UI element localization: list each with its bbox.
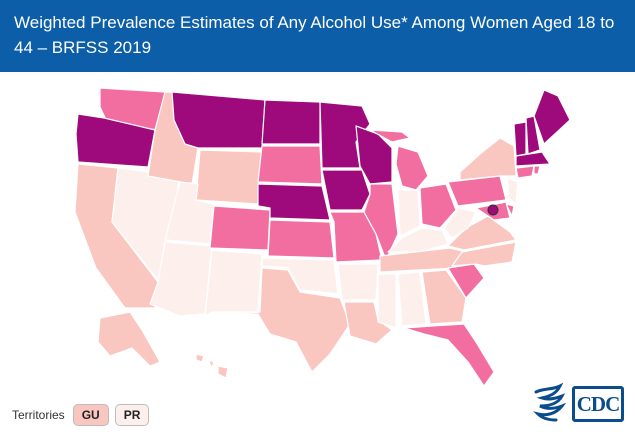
state-IL[interactable] [363,183,399,261]
territories-label: Territories [12,408,65,422]
territory-guam-button[interactable]: GU [72,404,109,426]
hhs-eagle-icon [533,382,567,422]
state-HI[interactable] [195,353,229,379]
state-WY[interactable] [195,149,263,205]
us-choropleth-map [0,72,635,402]
state-NC[interactable] [451,241,517,267]
state-CO[interactable] [209,205,271,251]
state-MN[interactable] [319,101,371,169]
state-OK[interactable] [261,257,339,295]
chart-title: Weighted Prevalence Estimates of Any Alc… [14,13,615,57]
state-OH[interactable] [419,183,457,229]
state-TX[interactable] [219,267,351,373]
state-DC[interactable] [487,204,499,216]
state-FL[interactable] [403,323,495,387]
cdc-logo: CDC [530,382,626,426]
territories-bar: Territories GU PR [12,402,150,428]
state-VT[interactable] [513,121,527,157]
state-WV[interactable] [443,207,477,239]
state-MT[interactable] [171,91,266,149]
state-DE[interactable] [505,203,515,217]
cdc-wordmark: CDC [572,386,624,422]
state-AR[interactable] [337,263,379,301]
state-AL[interactable] [397,271,427,327]
state-IA[interactable] [321,169,371,211]
territory-puerto-rico-button[interactable]: PR [114,404,150,426]
state-MS[interactable] [377,273,397,329]
state-NH[interactable] [525,115,541,155]
state-NE[interactable] [257,183,331,221]
state-SD[interactable] [257,145,323,185]
state-UT[interactable] [164,181,215,245]
state-NM[interactable] [204,249,263,317]
state-NY[interactable] [459,137,517,181]
state-GA[interactable] [421,269,467,325]
state-RI[interactable] [533,165,541,175]
state-MA[interactable] [515,151,551,167]
state-KS[interactable] [267,219,335,259]
state-ME[interactable] [533,89,571,145]
chart-header: Weighted Prevalence Estimates of Any Alc… [0,0,635,72]
state-OR[interactable] [75,113,156,168]
state-CT[interactable] [515,165,535,179]
state-ND[interactable] [261,99,321,145]
state-PA[interactable] [447,175,507,207]
state-LA[interactable] [343,301,393,345]
map-svg [74,87,571,387]
state-NJ[interactable] [507,177,519,205]
state-IN[interactable] [397,189,421,237]
state-AK[interactable] [97,311,161,367]
